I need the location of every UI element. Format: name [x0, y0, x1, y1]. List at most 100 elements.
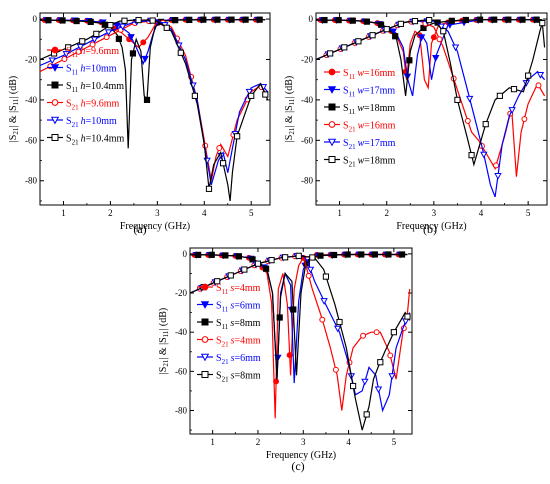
data-point-marker	[282, 254, 289, 261]
data-point-marker	[374, 386, 383, 394]
legend-entry-text: S11 w=18mm	[343, 103, 395, 116]
data-point-marker	[436, 36, 443, 43]
legend-marker	[50, 116, 60, 125]
series-line	[316, 19, 546, 167]
data-point-marker	[363, 411, 370, 418]
data-point-marker	[248, 92, 255, 99]
legend-marker	[328, 68, 336, 76]
legend-marker	[51, 99, 59, 106]
data-point-marker	[377, 21, 385, 28]
data-point-marker	[371, 251, 378, 258]
data-point-marker	[411, 17, 419, 25]
y-tick-label: -80	[301, 176, 313, 186]
data-point-marker	[480, 151, 488, 159]
legend-marker	[327, 86, 337, 94]
data-point-marker	[103, 34, 110, 41]
data-point-marker	[465, 95, 474, 103]
y-axis-label: |S21| & |S11| (dB)	[8, 76, 20, 143]
data-point-marker	[464, 117, 471, 124]
data-point-marker	[430, 34, 437, 41]
x-tick-label: 1	[337, 208, 342, 218]
data-point-marker	[143, 96, 151, 104]
data-point-marker	[234, 133, 241, 140]
x-axis-label: Frequency (GHz)	[120, 221, 190, 232]
data-point-marker	[222, 252, 229, 259]
data-point-marker	[440, 28, 447, 35]
panel-caption: (b)	[423, 222, 437, 236]
data-point-marker	[321, 16, 328, 24]
data-point-marker	[73, 17, 80, 25]
y-tick-label: -80	[25, 176, 37, 186]
data-point-marker	[191, 92, 198, 99]
data-point-marker	[317, 252, 324, 259]
legend-entry-text: S11 s=8mm	[216, 318, 261, 331]
data-point-marker	[335, 16, 342, 24]
chart-panel-3: 1 2 3 4 5 0 -20 -40 -60 -80 Frequency (GHz) |S21| &…	[158, 247, 413, 473]
data-point-marker	[249, 256, 256, 263]
x-tick-label: 2	[108, 208, 113, 218]
data-point-marker	[432, 55, 440, 62]
legend-entry-text: S21 w=16mm	[343, 121, 396, 134]
data-point-marker	[262, 91, 269, 98]
data-point-marker	[398, 251, 406, 258]
y-tick-label: 0	[33, 14, 38, 24]
data-point-marker	[140, 39, 147, 46]
x-tick-label: 1	[61, 208, 66, 218]
y-tick-label: -60	[175, 366, 187, 376]
legend-entry-text: S11 w=16mm	[343, 68, 395, 81]
x-axis-label: Frequency (GHz)	[396, 221, 466, 232]
y-tick-label: 0	[183, 249, 188, 259]
data-point-marker	[48, 57, 56, 65]
data-point-marker	[172, 17, 179, 24]
data-point-marker	[276, 314, 283, 321]
data-point-marker	[320, 298, 328, 305]
x-tick-label: 4	[346, 437, 351, 447]
y-tick-label: -40	[175, 327, 187, 337]
data-point-marker	[65, 44, 72, 51]
data-point-marker	[89, 41, 96, 48]
series-line	[40, 19, 269, 202]
x-tick-label: 5	[392, 437, 397, 447]
data-point-marker	[254, 260, 262, 267]
data-point-marker	[242, 16, 249, 23]
data-point-marker	[290, 306, 297, 313]
legend: S11 w=16mm S11 w=17mm S11 w=18mm S21 w=16mm S21 w…	[324, 68, 396, 169]
y-tick-label: -20	[301, 54, 313, 64]
data-point-marker	[135, 16, 142, 24]
legend: S11 h=9.6mm S11 h=10mm S11 h=10.4mm S21 h=9.6mm…	[47, 46, 124, 147]
x-axis-label: Frequency (GHz)	[266, 450, 336, 461]
data-point-marker	[118, 23, 127, 31]
data-point-marker	[389, 28, 398, 36]
data-point-marker	[417, 34, 426, 42]
data-point-marker	[373, 329, 380, 336]
data-point-marker	[127, 34, 135, 41]
legend-marker	[51, 134, 59, 141]
data-point-marker	[45, 17, 52, 24]
data-point-marker	[235, 253, 243, 260]
data-point-marker	[521, 116, 528, 123]
legend-marker	[201, 336, 209, 343]
data-point-marker	[525, 72, 532, 79]
data-point-marker	[219, 160, 227, 167]
legend-marker	[51, 46, 59, 54]
data-point-marker	[205, 185, 213, 192]
data-point-marker	[268, 257, 275, 264]
legend-entry-text: S11 s=6mm	[216, 301, 261, 314]
panel-caption: (a)	[133, 222, 146, 236]
y-tick-label: -60	[25, 135, 37, 145]
legend-marker	[201, 318, 209, 326]
data-point-marker	[305, 272, 312, 279]
data-point-marker	[115, 35, 122, 42]
data-point-marker	[533, 16, 540, 23]
panel-caption: (c)	[291, 459, 304, 473]
series-line	[190, 255, 411, 431]
data-point-marker	[286, 352, 293, 359]
data-point-marker	[177, 49, 184, 56]
data-point-marker	[203, 157, 211, 165]
legend-marker	[50, 64, 60, 72]
x-tick-label: 4	[202, 208, 207, 218]
x-tick-label: 2	[256, 437, 261, 447]
series-line	[316, 19, 543, 97]
data-point-marker	[454, 96, 461, 104]
data-point-marker	[468, 152, 475, 159]
